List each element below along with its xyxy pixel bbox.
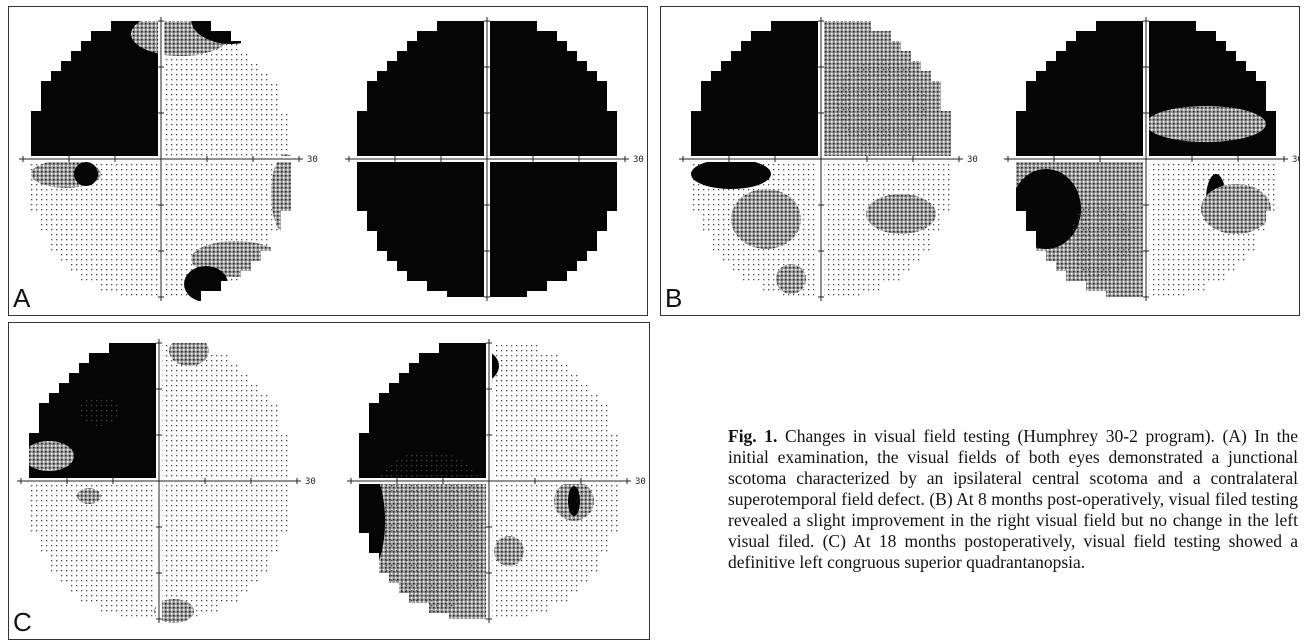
- figure-panel: 30 30 B: [660, 6, 1300, 316]
- axis-label: 30: [305, 477, 316, 487]
- panel-label: C: [13, 607, 32, 637]
- defect-area: [1071, 199, 1131, 279]
- defect-area: [169, 336, 209, 366]
- figure-panel: 30 30 A: [8, 6, 648, 316]
- defect-area: [271, 154, 301, 234]
- figure: 30 30 A 30 30 B 30 30 C Fig. 1. Changes in visua…: [0, 0, 1306, 644]
- axis-label: 30: [635, 477, 646, 487]
- defect-area: [568, 486, 580, 516]
- defect-area: [731, 189, 801, 249]
- defect-area: [353, 471, 385, 571]
- defect-area: [184, 266, 228, 302]
- defect-area: [836, 59, 926, 149]
- defect-area: [74, 162, 98, 186]
- quadrant: [487, 159, 625, 297]
- quadrant: [349, 159, 487, 297]
- panel-label: B: [665, 283, 682, 313]
- axis-label: 30: [307, 155, 318, 165]
- defect-area: [494, 536, 524, 566]
- caption: Fig. 1. Changes in visual field testing …: [728, 426, 1298, 573]
- axis-label: 30: [967, 155, 978, 165]
- defect-area: [399, 341, 499, 391]
- quadrant: [487, 21, 625, 159]
- quadrant: [349, 21, 487, 159]
- figure-panel: 30 30 C: [8, 322, 650, 640]
- defect-area: [79, 396, 119, 426]
- defect-area: [866, 194, 936, 234]
- page: {"panels": [ {"label": "A", "plots": [{"…: [0, 0, 1306, 644]
- quadrant: [489, 343, 627, 481]
- caption-lead: Fig. 1.: [728, 426, 777, 446]
- axis-label: 30: [1292, 155, 1299, 165]
- defect-area: [691, 159, 771, 189]
- defect-area: [1146, 106, 1266, 142]
- defect-area: [1011, 169, 1081, 249]
- defect-area: [776, 264, 806, 294]
- quadrant: [683, 21, 821, 159]
- quadrant: [1008, 21, 1146, 159]
- defect-area: [24, 441, 74, 471]
- panel-drawing: 30 30 A: [9, 7, 647, 315]
- defect-area: [1201, 184, 1271, 234]
- defect-area: [77, 488, 101, 504]
- panel-drawing: 30 30 C: [9, 323, 649, 639]
- caption-text: Changes in visual field testing (Humphre…: [728, 426, 1298, 572]
- panel-label: A: [13, 283, 31, 313]
- axis-label: 30: [633, 155, 644, 165]
- panel-drawing: 30 30 B: [661, 7, 1299, 315]
- quadrant: [159, 481, 297, 619]
